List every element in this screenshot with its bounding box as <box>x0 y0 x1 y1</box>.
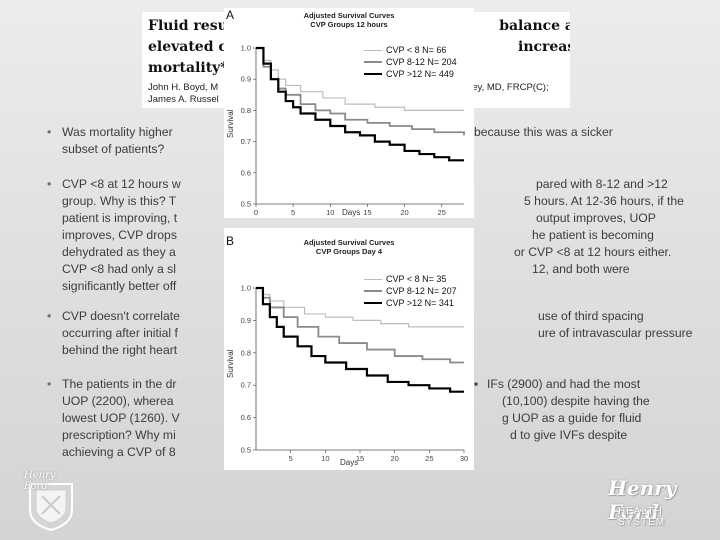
chart-b-title: Adjusted Survival Curves CVP Groups Day … <box>303 238 395 256</box>
chart-b-panel: B Adjusted Survival Curves CVP Groups Da… <box>224 228 474 470</box>
bullet-2: • CVP <8 at 12 hours w pared with 8-12 an… <box>47 177 684 293</box>
chart-a-legend: CVP < 8 N= 66 CVP 8-12 N= 204 CVP >12 N=… <box>364 44 457 80</box>
survival-series-line <box>256 286 464 393</box>
chart-b-legend: CVP < 8 N= 35 CVP 8-12 N= 207 CVP >12 N=… <box>364 273 457 309</box>
bullet-dot: • <box>47 125 52 139</box>
crest-script-text: Henry Ford <box>24 470 56 492</box>
chart-a-xlabel: Days <box>342 208 361 217</box>
legend-item: CVP >12 N= 449 <box>364 68 457 80</box>
logo-subtitle: HEALTH SYSTEM <box>618 506 666 528</box>
y-tick-label: 0.6 <box>241 168 251 177</box>
x-tick-label: 30 <box>460 454 468 463</box>
x-tick-label: 25 <box>438 208 446 217</box>
survival-series-line <box>256 287 464 364</box>
bullet-3: • CVP doesn't correlate use of third spac… <box>47 309 693 357</box>
y-tick-label: 0.5 <box>241 446 251 455</box>
x-tick-label: 15 <box>363 208 371 217</box>
chart-a-panel: A Adjusted Survival Curves CVP Groups 12… <box>224 8 474 218</box>
y-tick-label: 1.0 <box>241 284 251 293</box>
henry-ford-crest-logo: Henry Ford <box>20 466 82 532</box>
crest-icon <box>29 483 73 532</box>
bullet-dot: • <box>47 177 52 191</box>
survival-series-line <box>256 287 464 328</box>
legend-item: CVP >12 N= 341 <box>364 297 457 309</box>
x-tick-label: 20 <box>400 208 408 217</box>
chart-b-svg: 0.5 0.6 0.7 0.8 0.9 1.0 5 10 15 20 25 30 <box>241 284 469 464</box>
legend-item: CVP 8-12 N= 204 <box>364 56 457 68</box>
x-tick-label: 5 <box>289 454 293 463</box>
x-tick-label: 20 <box>390 454 398 463</box>
bullet-dot: • <box>47 377 52 391</box>
y-tick-label: 0.5 <box>241 200 251 209</box>
bullet-dot: • <box>47 309 52 323</box>
x-tick-label: 15 <box>356 454 364 463</box>
paper-title-left: Fluid resu elevated ce mortality* <box>148 18 236 76</box>
y-tick-label: 0.8 <box>241 106 251 115</box>
paper-authors-right: R. Walley, MD, FRCP(C); <box>442 82 549 93</box>
chart-a-title: Adjusted Survival Curves CVP Groups 12 h… <box>303 11 395 29</box>
y-tick-label: 0.6 <box>241 413 251 422</box>
y-tick-label: 0.7 <box>241 137 251 146</box>
chart-a-panel-label: A <box>226 8 235 22</box>
legend-item: CVP 8-12 N= 207 <box>364 285 457 297</box>
logo-script: Henry Ford <box>608 476 677 524</box>
y-tick-label: 1.0 <box>241 44 251 53</box>
chart-b-panel-label: B <box>226 234 235 248</box>
chart-a-svg: 0.5 0.6 0.7 0.8 0.9 1.0 0 5 10 15 20 25 <box>241 44 465 217</box>
legend-item: CVP < 8 N= 35 <box>364 273 457 285</box>
x-tick-label: 0 <box>254 208 258 217</box>
henry-ford-health-system-logo: Henry Ford HEALTH SYSTEM <box>600 476 712 528</box>
paper-title-right: balance and increased <box>499 18 570 55</box>
x-tick-label: 10 <box>326 208 334 217</box>
y-tick-label: 0.8 <box>241 348 251 357</box>
x-tick-label: 10 <box>321 454 329 463</box>
chart-b-xlabel: Days <box>340 458 359 467</box>
survival-series-line <box>256 46 464 162</box>
y-tick-label: 0.9 <box>241 316 251 325</box>
paper-authors-left: John H. Boyd, M James A. Russel <box>148 82 219 105</box>
x-tick-label: 25 <box>425 454 433 463</box>
bullet-4: • The patients in the dr ▪ IFs (2900) and … <box>47 377 650 459</box>
y-tick-label: 0.7 <box>241 381 251 390</box>
x-tick-label: 5 <box>291 208 295 217</box>
legend-item: CVP < 8 N= 66 <box>364 44 457 56</box>
y-tick-label: 0.9 <box>241 75 251 84</box>
bullet-1: • Was mortality higher because this was a… <box>47 125 613 156</box>
